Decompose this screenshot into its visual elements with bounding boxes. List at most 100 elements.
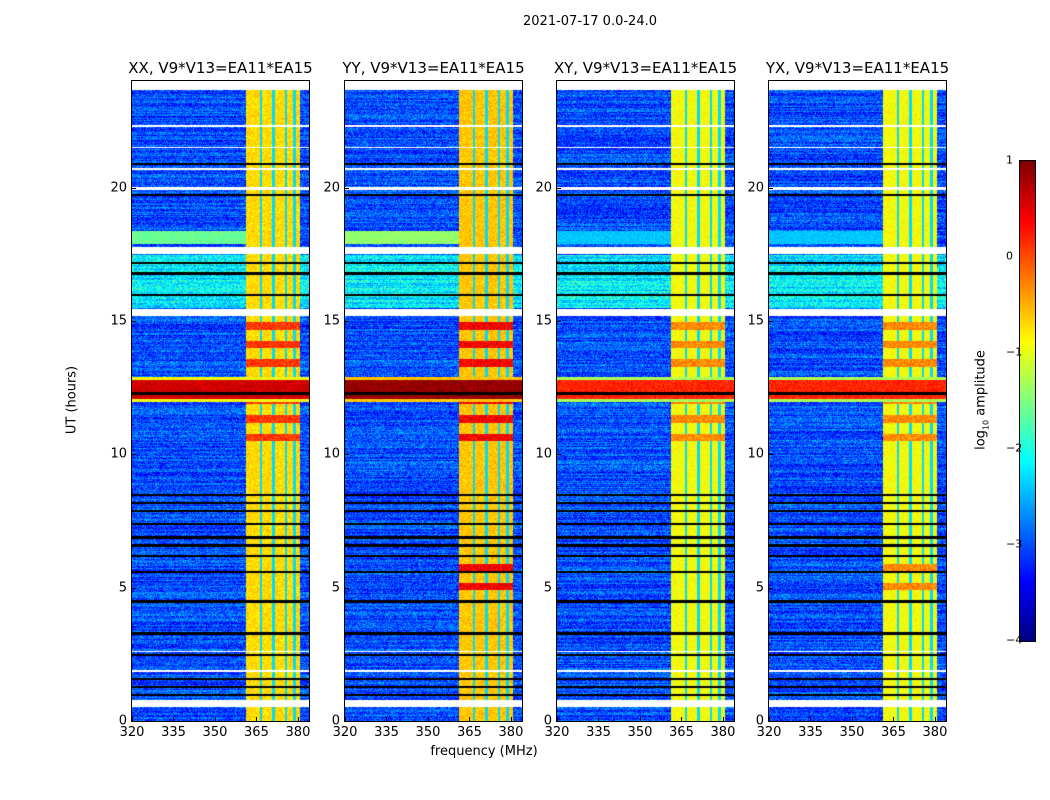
panel-title: YX, V9*V13=EA11*EA15 <box>765 59 950 77</box>
colorbar-label-rest: amplitude <box>973 350 989 420</box>
x-tick-mark <box>769 717 770 721</box>
x-tick-mark <box>214 717 216 721</box>
x-tick-label: 380 <box>922 725 948 740</box>
heatmap-panel: XX, V9*V13=EA11*EA15 320 335 350 365 380 0 5 10 1… <box>110 59 312 740</box>
heatmap-image <box>345 81 522 721</box>
y-tick-label: 5 <box>118 580 127 596</box>
panel-title: XY, V9*V13=EA11*EA15 <box>553 59 738 77</box>
y-tick-mark <box>557 454 561 456</box>
x-tick-label: 320 <box>756 725 782 740</box>
heatmap-panel: YY, V9*V13=EA11*EA15 320 335 350 365 380 0 5 10 1… <box>323 59 524 740</box>
x-tick-mark <box>345 717 346 721</box>
x-tick-label: 350 <box>415 725 441 740</box>
y-tick-mark <box>345 721 349 722</box>
y-tick-mark <box>132 587 136 589</box>
y-tick-label: 15 <box>323 313 340 329</box>
y-tick-mark <box>132 321 136 322</box>
y-tick-mark <box>769 187 773 189</box>
colorbar-tick-label: −2 <box>1006 441 1023 455</box>
x-tick-label: 380 <box>285 725 311 740</box>
y-tick-mark <box>345 587 349 589</box>
x-tick-label: 350 <box>202 725 228 740</box>
x-tick-label: 335 <box>798 725 823 740</box>
y-tick-label: 20 <box>747 180 764 196</box>
x-tick-label: 380 <box>710 725 736 740</box>
y-tick-mark <box>769 321 773 322</box>
x-tick-label: 335 <box>374 725 399 740</box>
colorbar-tick-label: 0 <box>1006 249 1013 263</box>
y-tick-mark <box>557 721 561 722</box>
x-tick-mark <box>722 717 724 721</box>
y-tick-label: 15 <box>747 313 764 329</box>
x-tick-mark <box>934 717 936 721</box>
y-tick-label: 15 <box>110 313 127 329</box>
x-tick-mark <box>639 717 641 721</box>
colorbar-label: log10 amplitude <box>974 350 991 450</box>
x-tick-mark <box>386 717 388 721</box>
y-tick-label: 15 <box>535 313 552 329</box>
x-tick-label: 365 <box>881 725 906 740</box>
x-tick-mark <box>557 717 558 721</box>
x-tick-mark <box>510 717 512 721</box>
y-tick-label: 0 <box>118 713 127 729</box>
x-tick-mark <box>810 717 812 721</box>
x-tick-label: 365 <box>669 725 694 740</box>
x-tick-label: 335 <box>586 725 611 740</box>
y-tick-mark <box>132 187 136 189</box>
x-tick-mark <box>256 717 258 721</box>
colorbar-tick-label: −1 <box>1006 345 1023 359</box>
colorbar-label-sub: 10 <box>981 419 991 431</box>
y-tick-label: 10 <box>535 446 552 462</box>
y-tick-mark <box>345 187 349 189</box>
heatmap-panel: XY, V9*V13=EA11*EA15 320 335 350 365 380 0 5 10 1… <box>535 59 737 740</box>
y-tick-mark <box>769 587 773 589</box>
colorbar-tick-label: −3 <box>1006 537 1023 551</box>
x-tick-label: 350 <box>839 725 865 740</box>
x-tick-mark <box>681 717 683 721</box>
y-tick-mark <box>557 587 561 589</box>
y-tick-label: 10 <box>747 446 764 462</box>
y-tick-mark <box>557 187 561 189</box>
x-tick-label: 335 <box>161 725 186 740</box>
y-tick-label: 0 <box>543 713 552 729</box>
y-tick-label: 10 <box>323 446 340 462</box>
x-tick-mark <box>469 717 471 721</box>
panel-title: XX, V9*V13=EA11*EA15 <box>128 59 313 77</box>
panel-title: YY, V9*V13=EA11*EA15 <box>342 59 525 77</box>
y-tick-mark <box>345 454 349 456</box>
y-tick-label: 0 <box>755 713 764 729</box>
y-tick-label: 20 <box>110 180 127 196</box>
colorbar-tick-label: −4 <box>1006 633 1023 647</box>
colorbar <box>1019 160 1036 642</box>
x-tick-mark <box>173 717 175 721</box>
x-tick-label: 380 <box>498 725 524 740</box>
colorbar-tick-label: 1 <box>1006 153 1013 167</box>
y-tick-mark <box>769 721 773 722</box>
x-tick-label: 320 <box>119 725 145 740</box>
x-axis-label: frequency (MHz) <box>430 744 538 759</box>
x-tick-mark <box>851 717 853 721</box>
y-tick-mark <box>557 321 561 322</box>
x-tick-mark <box>297 717 299 721</box>
x-tick-label: 350 <box>627 725 653 740</box>
x-tick-label: 320 <box>332 725 358 740</box>
y-tick-label: 10 <box>110 446 127 462</box>
x-tick-label: 365 <box>244 725 269 740</box>
y-tick-mark <box>132 721 136 722</box>
heatmap-image <box>769 81 946 721</box>
colorbar-label-log: log <box>973 430 989 450</box>
x-tick-mark <box>598 717 600 721</box>
y-tick-label: 5 <box>331 580 340 596</box>
y-tick-label: 0 <box>331 713 340 729</box>
x-tick-mark <box>132 717 133 721</box>
figure-title: 2021-07-17 0.0-24.0 <box>523 14 657 29</box>
heatmap-image <box>132 81 309 721</box>
x-tick-mark <box>427 717 429 721</box>
y-axis-label: UT (hours) <box>64 365 80 435</box>
x-tick-label: 320 <box>544 725 570 740</box>
y-tick-label: 20 <box>323 180 340 196</box>
y-tick-label: 5 <box>543 580 552 596</box>
x-tick-mark <box>893 717 895 721</box>
heatmap-panel: YX, V9*V13=EA11*EA15 320 335 350 365 380 0 5 10 1… <box>747 59 949 740</box>
